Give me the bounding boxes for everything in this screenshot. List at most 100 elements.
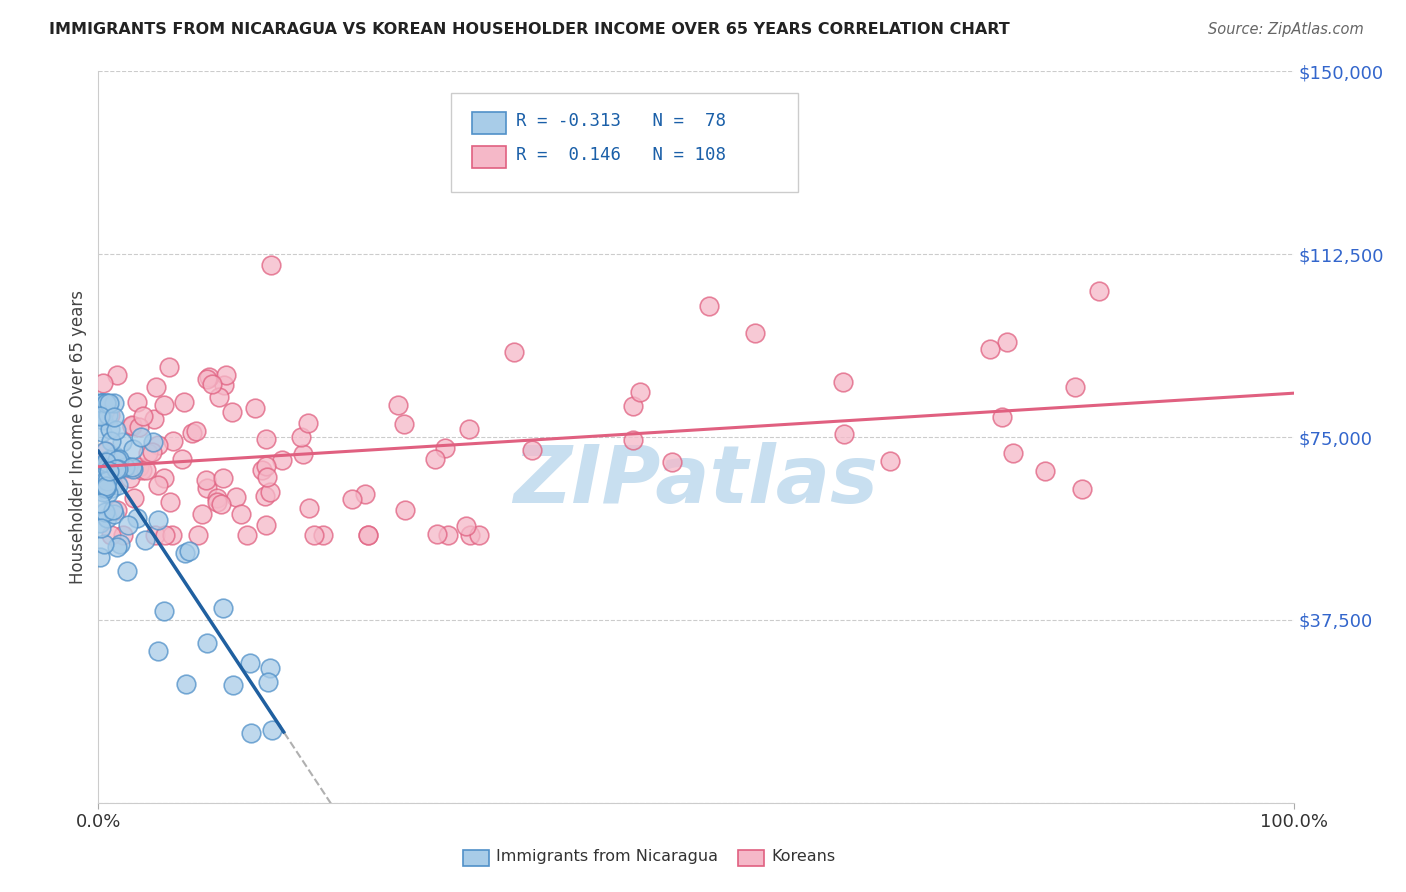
Point bbox=[832, 375, 855, 389]
Point bbox=[128, 460, 150, 475]
Point bbox=[101, 503, 124, 517]
Y-axis label: Householder Income Over 65 years: Householder Income Over 65 years bbox=[69, 290, 87, 584]
Point bbox=[108, 537, 131, 551]
Point bbox=[221, 405, 243, 419]
Point bbox=[879, 454, 901, 468]
Point bbox=[105, 462, 128, 476]
Point bbox=[146, 513, 169, 527]
Point bbox=[146, 478, 169, 492]
Point bbox=[290, 430, 312, 444]
Point bbox=[96, 396, 118, 410]
Point bbox=[153, 471, 176, 485]
Point bbox=[125, 395, 148, 409]
Point bbox=[115, 461, 138, 475]
Point bbox=[198, 370, 221, 384]
Point bbox=[259, 485, 281, 500]
Point bbox=[131, 430, 153, 444]
Point bbox=[456, 519, 478, 533]
Point bbox=[195, 481, 218, 495]
Point bbox=[257, 674, 280, 689]
Text: Immigrants from Nicaragua: Immigrants from Nicaragua bbox=[496, 848, 718, 863]
Point bbox=[357, 527, 380, 541]
Point bbox=[184, 424, 207, 438]
Point bbox=[298, 501, 321, 516]
Point bbox=[94, 475, 117, 489]
Point bbox=[131, 463, 153, 477]
Point bbox=[94, 403, 117, 417]
Text: Koreans: Koreans bbox=[772, 848, 835, 863]
Point bbox=[259, 661, 281, 675]
Point bbox=[357, 527, 380, 541]
Point bbox=[173, 546, 195, 560]
Point bbox=[211, 601, 233, 615]
Point bbox=[121, 418, 143, 433]
Point bbox=[101, 467, 124, 481]
Text: R = -0.313   N =  78: R = -0.313 N = 78 bbox=[516, 112, 725, 130]
Point bbox=[211, 471, 233, 485]
Point bbox=[160, 527, 183, 541]
Point bbox=[103, 396, 125, 410]
Point bbox=[100, 527, 122, 541]
Point bbox=[157, 359, 180, 374]
Point bbox=[254, 489, 277, 503]
Point bbox=[107, 477, 129, 491]
FancyBboxPatch shape bbox=[451, 94, 797, 192]
Point bbox=[96, 511, 118, 525]
Point bbox=[94, 505, 117, 519]
Point bbox=[105, 368, 128, 382]
Point bbox=[135, 463, 157, 477]
Point bbox=[623, 400, 645, 414]
Point bbox=[152, 398, 174, 412]
Point bbox=[122, 491, 145, 505]
Point bbox=[628, 385, 651, 400]
Point bbox=[661, 455, 683, 469]
FancyBboxPatch shape bbox=[472, 112, 506, 134]
Point bbox=[97, 452, 120, 467]
Point bbox=[177, 544, 200, 558]
Point bbox=[89, 516, 111, 531]
Point bbox=[90, 425, 112, 440]
Point bbox=[205, 495, 228, 509]
Point bbox=[239, 657, 262, 671]
Point bbox=[205, 491, 228, 505]
Point bbox=[260, 258, 283, 272]
Point bbox=[89, 550, 111, 565]
Point bbox=[162, 434, 184, 448]
Point bbox=[93, 537, 115, 551]
Point bbox=[312, 527, 335, 541]
Point bbox=[141, 445, 163, 459]
Point bbox=[159, 495, 181, 509]
Point bbox=[132, 409, 155, 424]
Point bbox=[209, 497, 232, 511]
Point bbox=[1071, 482, 1094, 496]
Point bbox=[89, 481, 111, 495]
Point bbox=[170, 452, 193, 467]
Point bbox=[100, 459, 122, 474]
Point bbox=[97, 471, 120, 485]
Point bbox=[208, 390, 231, 404]
Point bbox=[98, 422, 121, 436]
Point bbox=[117, 518, 139, 533]
Point bbox=[108, 451, 131, 466]
Point bbox=[94, 396, 117, 410]
FancyBboxPatch shape bbox=[463, 849, 489, 866]
Text: R =  0.146   N = 108: R = 0.146 N = 108 bbox=[516, 146, 725, 164]
Point bbox=[387, 398, 409, 412]
Point bbox=[103, 507, 125, 521]
Point bbox=[94, 466, 117, 480]
Point bbox=[302, 527, 325, 541]
Point bbox=[122, 442, 145, 456]
Point bbox=[236, 527, 259, 541]
Point bbox=[229, 507, 252, 521]
Point bbox=[991, 410, 1014, 425]
Point bbox=[97, 485, 120, 500]
Point bbox=[98, 477, 121, 491]
Point bbox=[143, 527, 166, 541]
Point bbox=[995, 334, 1018, 349]
Point bbox=[142, 411, 165, 425]
Point bbox=[180, 425, 202, 440]
Point bbox=[340, 492, 363, 507]
Point bbox=[98, 464, 121, 478]
Point bbox=[225, 491, 247, 505]
Point bbox=[195, 636, 218, 650]
